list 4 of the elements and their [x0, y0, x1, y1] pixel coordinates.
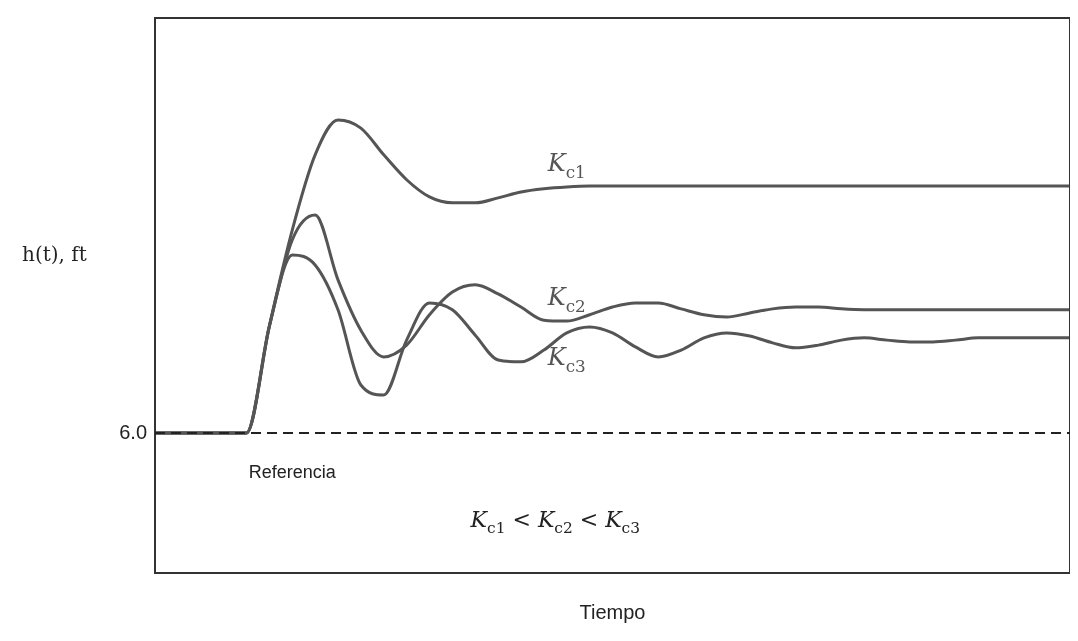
y-axis-title: h(t), ft [22, 241, 87, 266]
x-axis-title: Tiempo [579, 600, 646, 623]
text: 6.0 [119, 420, 148, 443]
annotation: Referencia [248, 461, 337, 482]
